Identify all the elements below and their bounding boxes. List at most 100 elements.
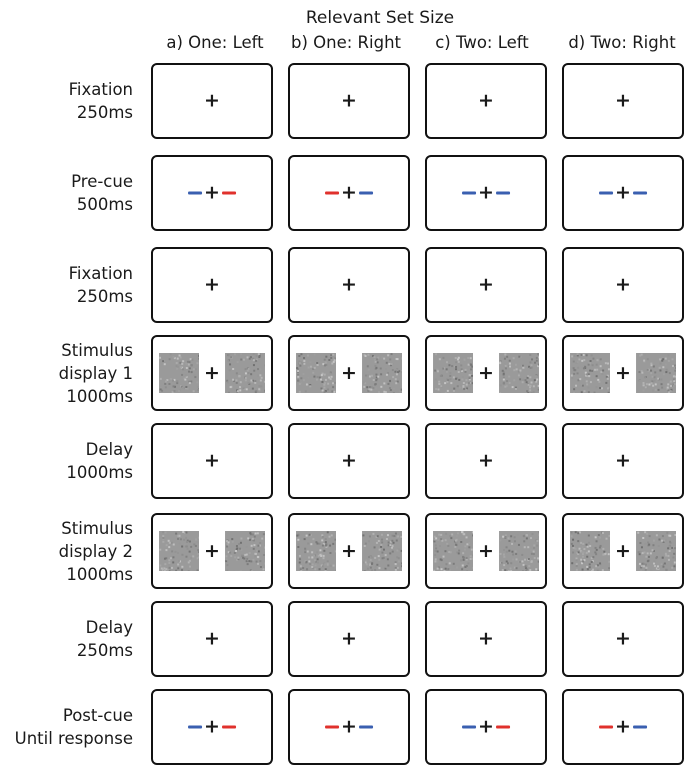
fixation-cross: + bbox=[204, 715, 220, 738]
trial-frame: + bbox=[425, 423, 547, 499]
right-cue-dash bbox=[221, 191, 236, 195]
trial-frame: + bbox=[425, 247, 547, 323]
column-header: d) Two: Right bbox=[568, 33, 676, 52]
fixation-cross: + bbox=[341, 89, 357, 112]
cue-display: + bbox=[325, 715, 373, 738]
column-header: c) Two: Left bbox=[435, 33, 529, 52]
gabor-patch bbox=[498, 353, 539, 393]
fixation-cross: + bbox=[204, 273, 220, 296]
gabor-patch bbox=[296, 531, 337, 571]
trial-frame: + bbox=[288, 513, 410, 589]
row-label: Pre-cue 500ms bbox=[71, 172, 133, 214]
trial-frame: + bbox=[288, 155, 410, 231]
trial-frame: + bbox=[562, 689, 684, 765]
fixation-cross: + bbox=[478, 361, 494, 384]
fixation-cross: + bbox=[341, 627, 357, 650]
trial-frame: + bbox=[288, 601, 410, 677]
left-cue-dash bbox=[325, 191, 340, 195]
fixation-cross: + bbox=[204, 361, 220, 384]
trial-frame: + bbox=[151, 689, 273, 765]
fixation-cross: + bbox=[478, 539, 494, 562]
fixation-cross: + bbox=[341, 539, 357, 562]
stimulus-display: + bbox=[570, 531, 676, 571]
row-label: Fixation 250ms bbox=[68, 264, 133, 306]
trial-frame: + bbox=[425, 335, 547, 411]
trial-frame: + bbox=[288, 423, 410, 499]
cue-display: + bbox=[462, 715, 510, 738]
fixation-cross: + bbox=[615, 181, 631, 204]
trial-frame: + bbox=[288, 689, 410, 765]
fixation-cross: + bbox=[204, 181, 220, 204]
trial-frame: + bbox=[151, 513, 273, 589]
stimulus-display: + bbox=[296, 353, 402, 393]
trial-frame: + bbox=[151, 63, 273, 139]
figure-title: Relevant Set Size bbox=[305, 8, 455, 28]
stimulus-display: + bbox=[570, 353, 676, 393]
trial-frame: + bbox=[151, 335, 273, 411]
trial-frame: + bbox=[288, 247, 410, 323]
right-cue-dash bbox=[358, 191, 373, 195]
gabor-patch bbox=[570, 353, 611, 393]
fixation-cross: + bbox=[341, 273, 357, 296]
stimulus-display: + bbox=[159, 531, 265, 571]
trial-frame: + bbox=[562, 155, 684, 231]
gabor-patch bbox=[498, 531, 539, 571]
cue-display: + bbox=[188, 181, 236, 204]
trial-frame: + bbox=[562, 247, 684, 323]
fixation-cross: + bbox=[478, 89, 494, 112]
gabor-patch bbox=[361, 531, 402, 571]
trial-frame: + bbox=[425, 601, 547, 677]
fixation-cross: + bbox=[478, 715, 494, 738]
gabor-patch bbox=[296, 353, 337, 393]
right-cue-dash bbox=[495, 191, 510, 195]
cue-display: + bbox=[462, 183, 510, 203]
fixation-cross: + bbox=[204, 539, 220, 562]
stimulus-display: + bbox=[433, 531, 539, 571]
trial-frame: + bbox=[562, 63, 684, 139]
gabor-patch bbox=[433, 531, 474, 571]
gabor-patch bbox=[635, 531, 676, 571]
gabor-patch bbox=[224, 531, 265, 571]
trial-frame: + bbox=[425, 155, 547, 231]
stimulus-display: + bbox=[433, 353, 539, 393]
fixation-cross: + bbox=[478, 627, 494, 650]
gabor-patch bbox=[361, 353, 402, 393]
row-label: Fixation 250ms bbox=[68, 80, 133, 122]
left-cue-dash bbox=[462, 191, 477, 195]
gabor-patch bbox=[433, 353, 474, 393]
trial-frame: + bbox=[151, 155, 273, 231]
column-header: b) One: Right bbox=[290, 33, 401, 52]
fixation-cross: + bbox=[615, 361, 631, 384]
trial-frame: + bbox=[425, 513, 547, 589]
cue-display: + bbox=[188, 715, 236, 738]
fixation-cross: + bbox=[204, 449, 220, 472]
gabor-patch bbox=[159, 531, 200, 571]
fixation-cross: + bbox=[341, 361, 357, 384]
gabor-patch bbox=[159, 353, 200, 393]
row-label: Delay 1000ms bbox=[66, 440, 133, 482]
stimulus-display: + bbox=[296, 531, 402, 571]
column-header: a) One: Left bbox=[166, 33, 264, 52]
trial-frame: + bbox=[151, 601, 273, 677]
left-cue-dash bbox=[599, 725, 614, 729]
trial-frame: + bbox=[425, 63, 547, 139]
fixation-cross: + bbox=[615, 715, 631, 738]
trial-frame: + bbox=[562, 513, 684, 589]
fixation-cross: + bbox=[615, 89, 631, 112]
left-cue-dash bbox=[462, 725, 477, 729]
gabor-patch bbox=[224, 353, 265, 393]
fixation-cross: + bbox=[204, 89, 220, 112]
left-cue-dash bbox=[188, 191, 203, 195]
right-cue-dash bbox=[358, 725, 373, 729]
left-cue-dash bbox=[599, 191, 614, 195]
fixation-cross: + bbox=[478, 273, 494, 296]
fixation-cross: + bbox=[478, 449, 494, 472]
fixation-cross: + bbox=[341, 181, 357, 204]
fixation-cross: + bbox=[341, 715, 357, 738]
row-label: Post-cue Until response bbox=[14, 706, 133, 748]
fixation-cross: + bbox=[341, 449, 357, 472]
row-label: Stimulus display 2 1000ms bbox=[58, 518, 133, 584]
trial-frame: + bbox=[425, 689, 547, 765]
fixation-cross: + bbox=[615, 539, 631, 562]
fixation-cross: + bbox=[615, 627, 631, 650]
